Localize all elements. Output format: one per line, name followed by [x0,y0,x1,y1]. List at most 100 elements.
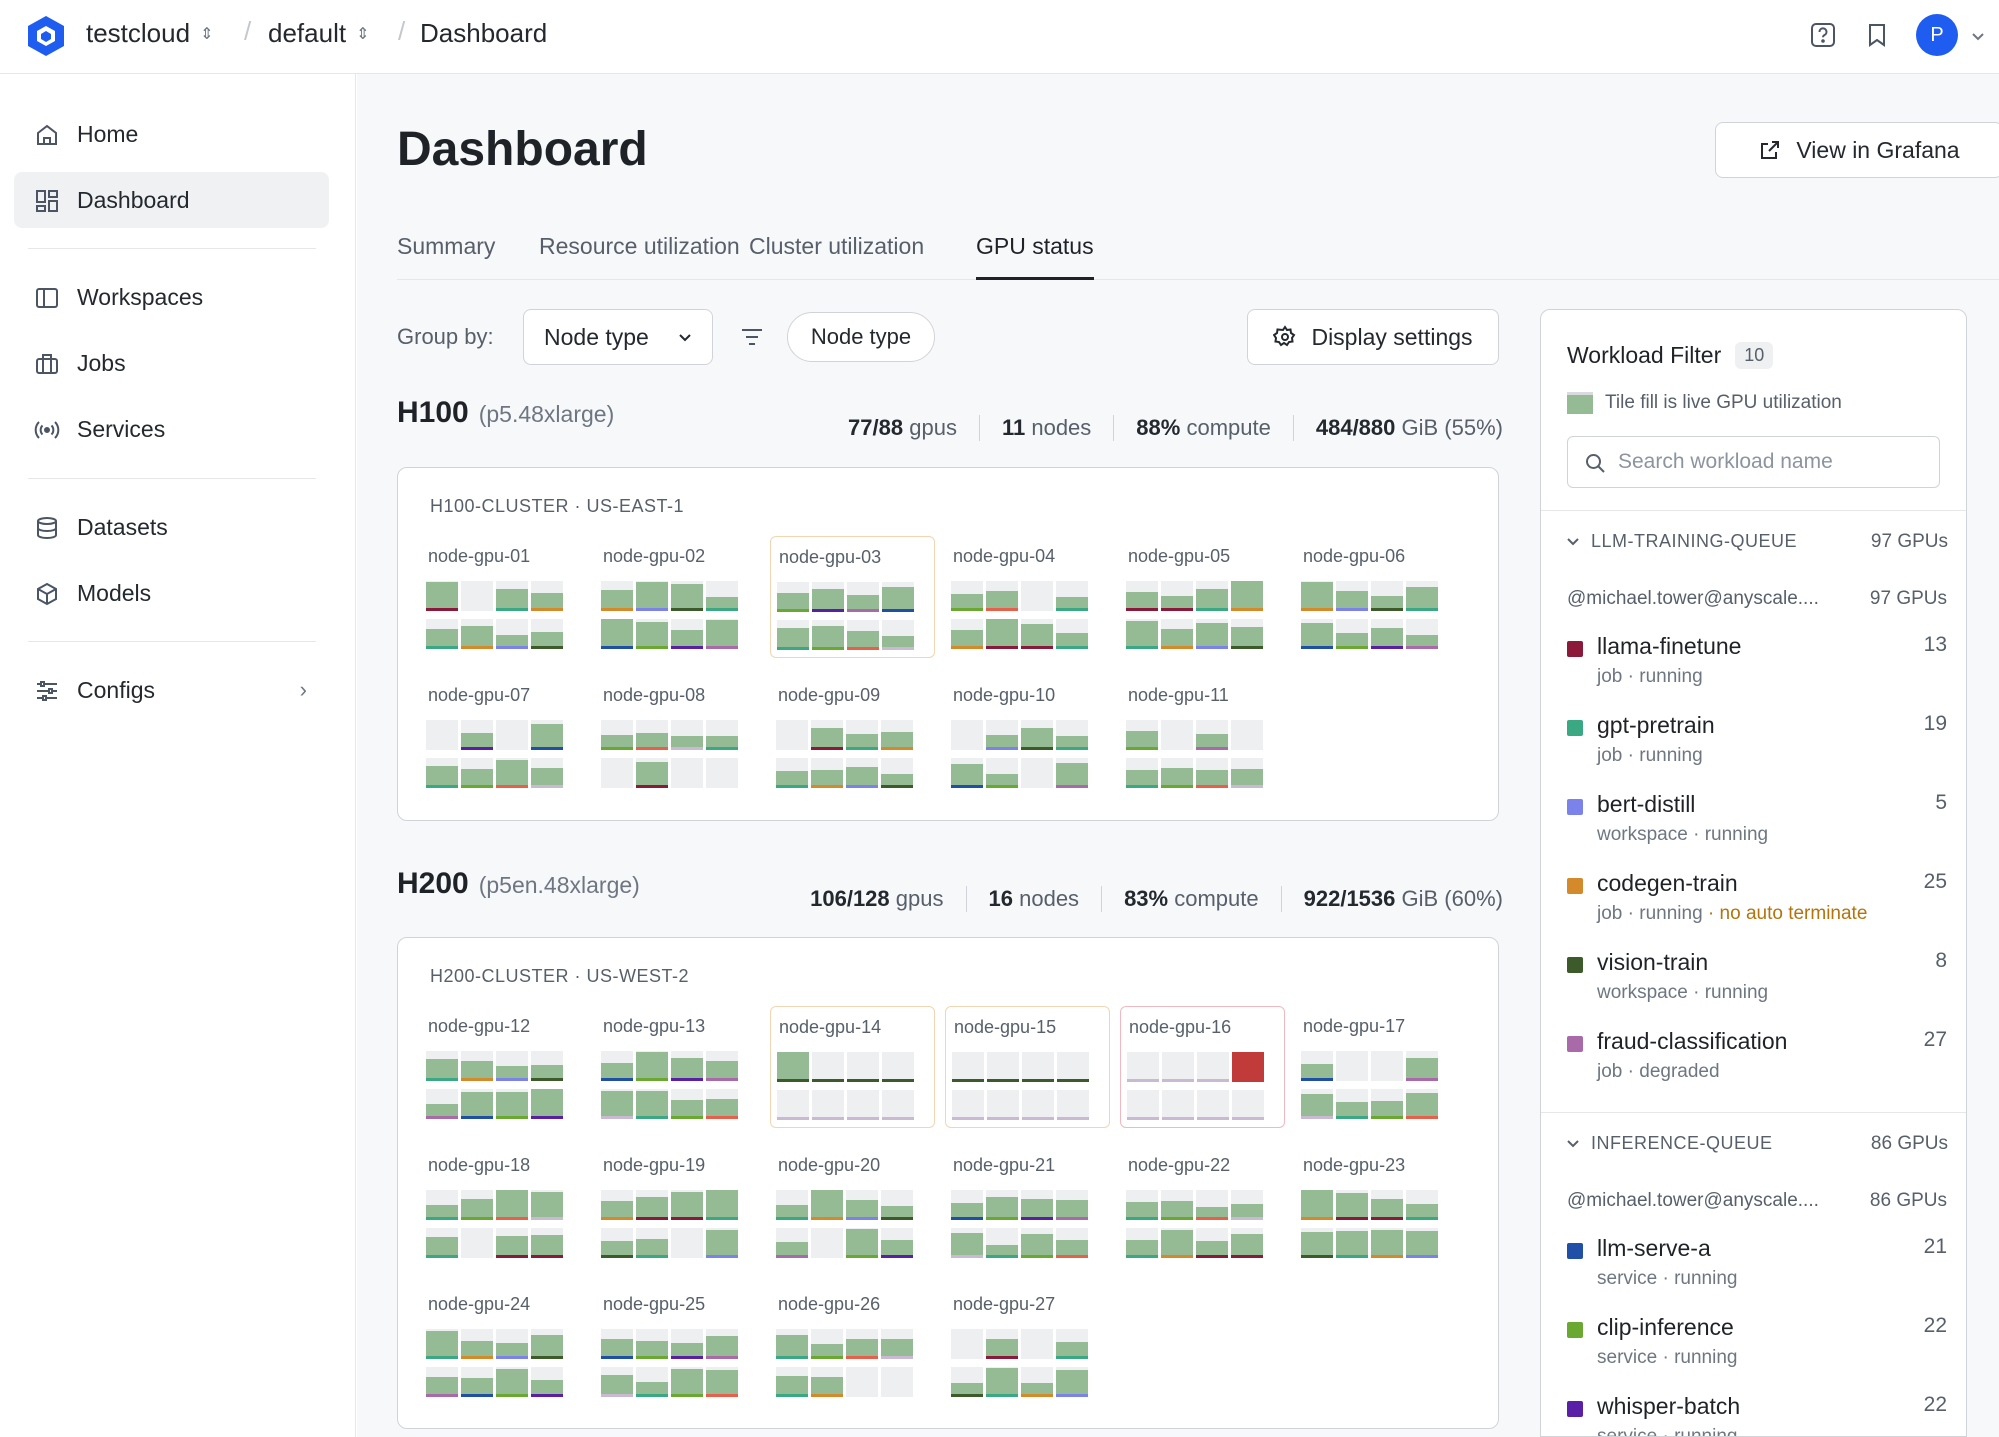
node-card[interactable]: node-gpu-07 [420,675,585,797]
gpu-tile[interactable] [847,1052,879,1082]
gpu-tile[interactable] [496,1190,528,1220]
gpu-tile[interactable] [1371,1190,1403,1220]
anyscale-logo-icon[interactable] [24,14,68,58]
gpu-tile[interactable] [601,619,633,649]
gpu-tile[interactable] [1231,1228,1263,1258]
gpu-tile[interactable] [1406,619,1438,649]
gpu-tile[interactable] [636,758,668,788]
gpu-tile[interactable] [1196,758,1228,788]
gpu-tile[interactable] [986,581,1018,611]
gpu-tile[interactable] [531,758,563,788]
node-card[interactable]: node-gpu-09 [770,675,935,797]
gpu-tile[interactable] [461,1228,493,1258]
gpu-tile[interactable] [1336,1190,1368,1220]
gpu-tile[interactable] [461,1089,493,1119]
node-card[interactable]: node-gpu-10 [945,675,1110,797]
node-card[interactable]: node-gpu-05 [1120,536,1285,658]
node-card[interactable]: node-gpu-24 [420,1284,585,1406]
gpu-tile[interactable] [1371,1051,1403,1081]
gpu-tile[interactable] [461,758,493,788]
gpu-tile[interactable] [882,582,914,612]
gpu-tile[interactable] [531,720,563,750]
node-card[interactable]: node-gpu-08 [595,675,760,797]
workload-item[interactable]: llm-serve-a service · running 21 [1567,1235,1947,1305]
gpu-tile[interactable] [986,758,1018,788]
owner-row[interactable]: @michael.tower@anyscale.... 86 GPUs [1567,1190,1947,1212]
sidebar-item-workspaces[interactable]: Workspaces [14,269,329,325]
gpu-tile[interactable] [1161,581,1193,611]
gpu-tile[interactable] [496,720,528,750]
gpu-tile[interactable] [812,620,844,650]
gpu-tile[interactable] [1232,1052,1264,1082]
gpu-tile[interactable] [882,1090,914,1120]
gpu-tile[interactable] [1057,1090,1089,1120]
gpu-tile[interactable] [986,619,1018,649]
node-card[interactable]: node-gpu-02 [595,536,760,658]
workload-item[interactable]: gpt-pretrain job · running 19 [1567,712,1947,782]
gpu-tile[interactable] [426,581,458,611]
gpu-tile[interactable] [987,1052,1019,1082]
gpu-tile[interactable] [1161,1190,1193,1220]
gpu-tile[interactable] [601,720,633,750]
gpu-tile[interactable] [706,619,738,649]
gpu-tile[interactable] [706,581,738,611]
gpu-tile[interactable] [1056,720,1088,750]
gpu-tile[interactable] [426,1051,458,1081]
gpu-tile[interactable] [987,1090,1019,1120]
gpu-tile[interactable] [1162,1052,1194,1082]
gpu-tile[interactable] [776,1367,808,1397]
gpu-tile[interactable] [1021,1228,1053,1258]
gpu-tile[interactable] [706,1228,738,1258]
gpu-tile[interactable] [776,1228,808,1258]
node-card[interactable]: node-gpu-17 [1295,1006,1460,1128]
gpu-tile[interactable] [706,1051,738,1081]
gpu-tile[interactable] [777,582,809,612]
tab-summary[interactable]: Summary [397,233,496,259]
gpu-tile[interactable] [951,581,983,611]
sidebar-item-datasets[interactable]: Datasets [14,499,329,555]
gpu-tile[interactable] [1406,1051,1438,1081]
node-card[interactable]: node-gpu-19 [595,1145,760,1267]
gpu-tile[interactable] [461,1329,493,1359]
gpu-tile[interactable] [636,619,668,649]
gpu-tile[interactable] [952,1090,984,1120]
gpu-tile[interactable] [1301,581,1333,611]
gpu-tile[interactable] [776,1190,808,1220]
gpu-tile[interactable] [986,1228,1018,1258]
gpu-tile[interactable] [496,1228,528,1258]
gpu-tile[interactable] [846,758,878,788]
node-card[interactable]: node-gpu-11 [1120,675,1285,797]
node-card[interactable]: node-gpu-04 [945,536,1110,658]
gpu-tile[interactable] [1021,1367,1053,1397]
gpu-tile[interactable] [811,1367,843,1397]
sidebar-item-jobs[interactable]: Jobs [14,335,329,391]
gpu-tile[interactable] [426,1367,458,1397]
gpu-tile[interactable] [777,1052,809,1082]
gpu-tile[interactable] [426,758,458,788]
gpu-tile[interactable] [846,720,878,750]
gpu-tile[interactable] [846,1367,878,1397]
gpu-tile[interactable] [496,1089,528,1119]
gpu-tile[interactable] [671,1367,703,1397]
gpu-tile[interactable] [426,1089,458,1119]
gpu-tile[interactable] [496,581,528,611]
gpu-tile[interactable] [1161,619,1193,649]
gpu-tile[interactable] [1162,1090,1194,1120]
gpu-tile[interactable] [881,758,913,788]
gpu-tile[interactable] [531,1367,563,1397]
group-by-select[interactable]: Node type [523,309,713,365]
gpu-tile[interactable] [1161,720,1193,750]
gpu-tile[interactable] [1196,1228,1228,1258]
org-switcher[interactable]: testcloud ⇕ [86,18,213,49]
gpu-tile[interactable] [1406,581,1438,611]
gpu-tile[interactable] [426,1190,458,1220]
gpu-tile[interactable] [1336,1228,1368,1258]
gpu-tile[interactable] [881,1228,913,1258]
gpu-tile[interactable] [461,1051,493,1081]
gpu-tile[interactable] [1231,619,1263,649]
gpu-tile[interactable] [706,1089,738,1119]
gpu-tile[interactable] [846,1329,878,1359]
gpu-tile[interactable] [1161,1228,1193,1258]
gpu-tile[interactable] [881,1190,913,1220]
bookmark-icon[interactable] [1862,20,1892,50]
